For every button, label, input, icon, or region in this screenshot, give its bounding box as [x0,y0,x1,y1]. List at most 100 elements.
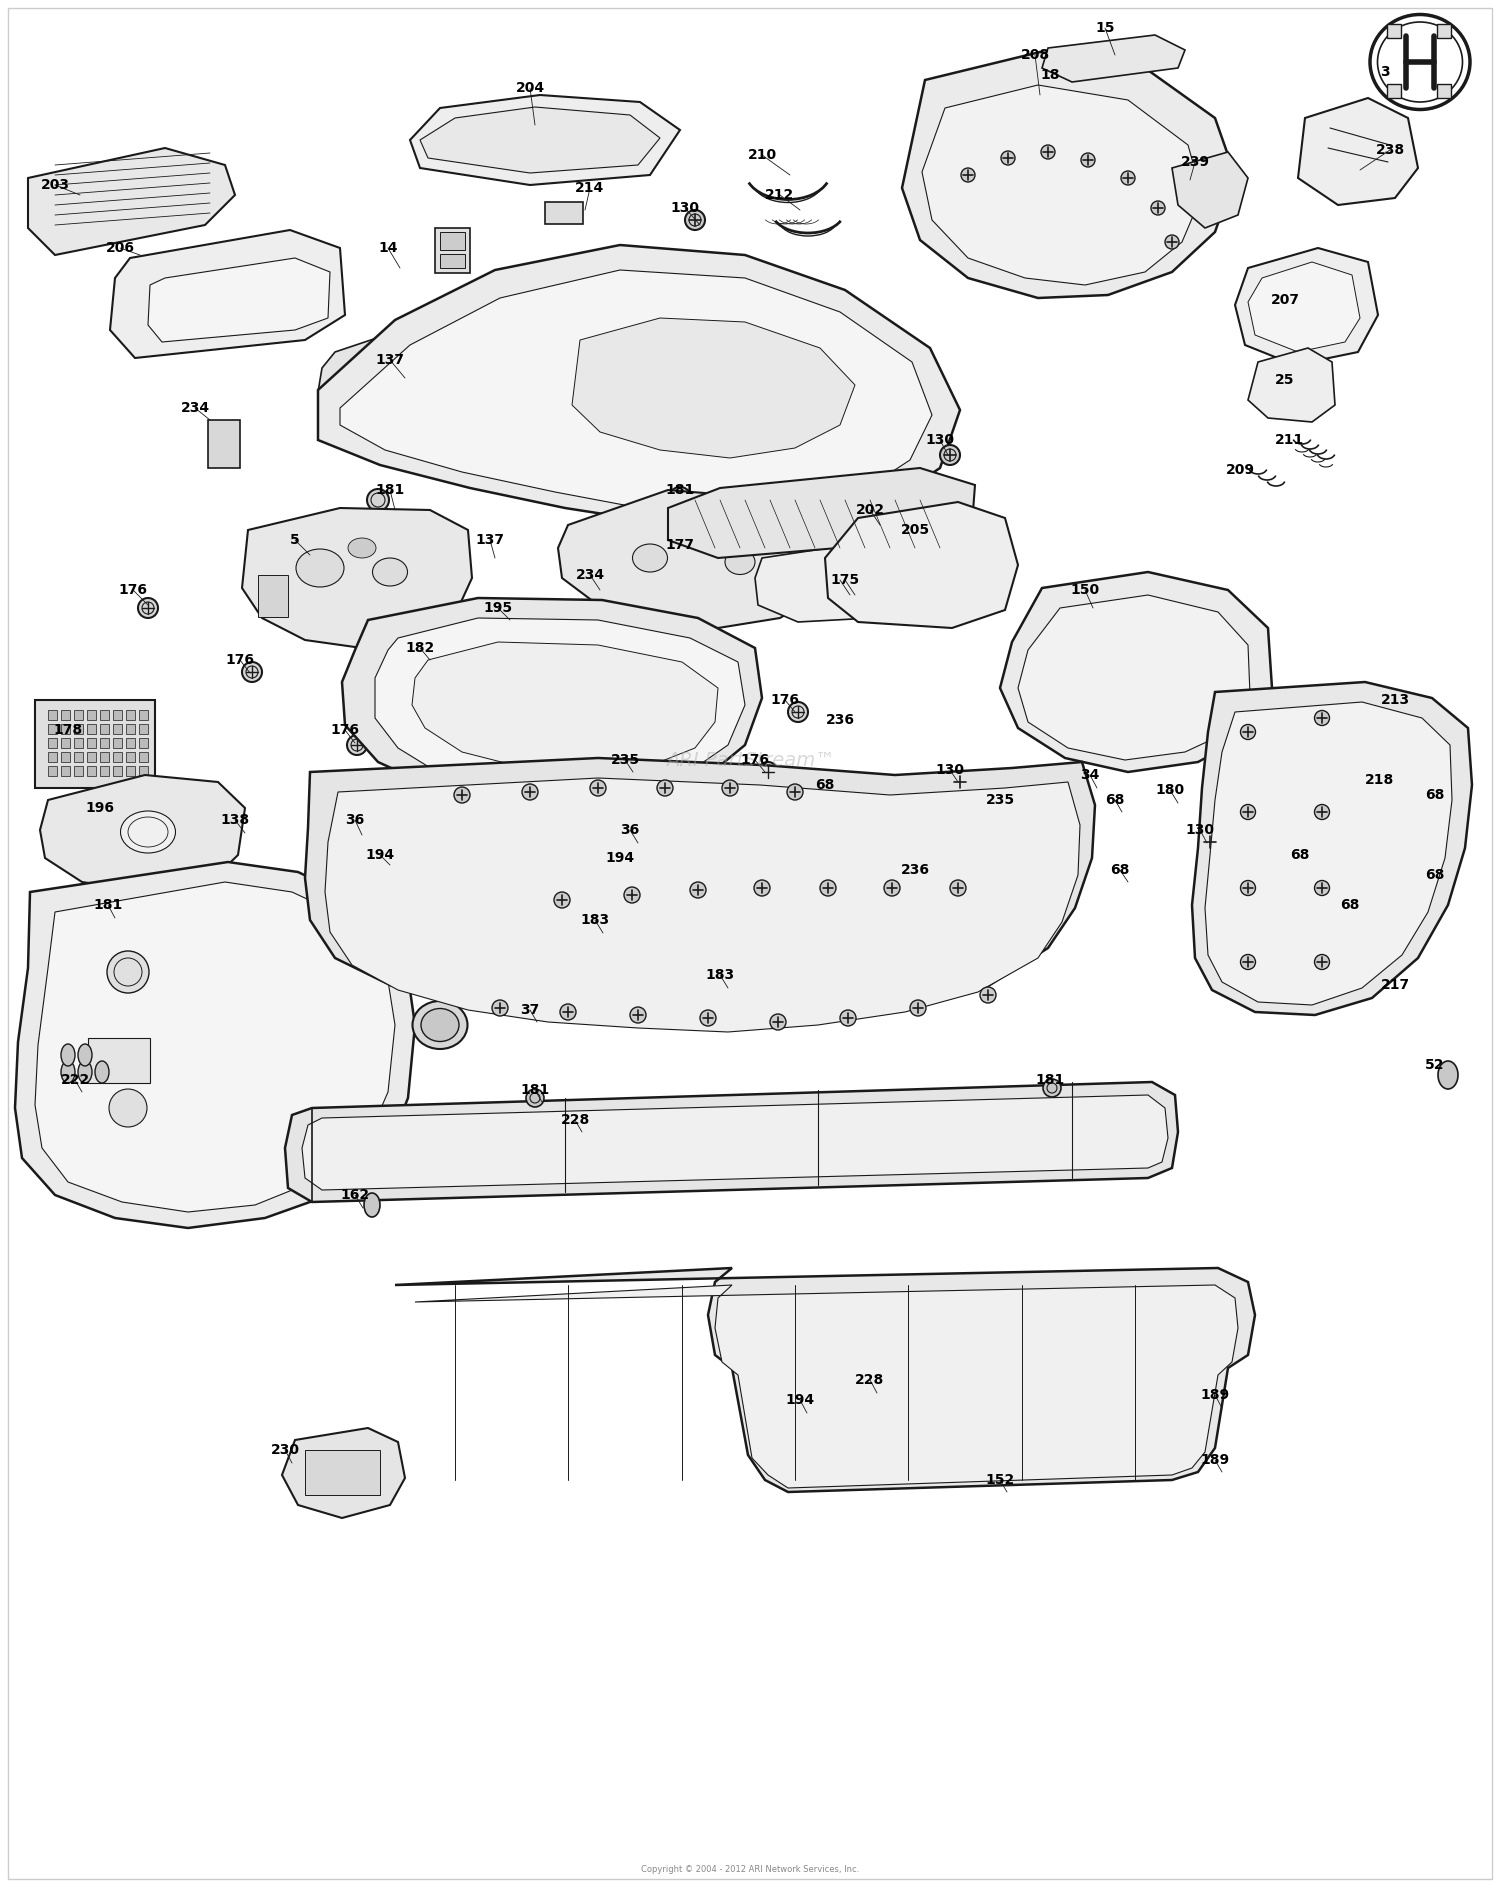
Bar [48,753,57,762]
Bar [435,228,470,274]
Polygon shape [1042,36,1185,81]
Ellipse shape [940,445,960,464]
Bar [48,710,57,721]
Bar [304,1449,380,1495]
Ellipse shape [368,489,388,511]
Polygon shape [318,245,960,530]
Ellipse shape [1314,804,1329,819]
Bar [112,738,122,747]
Polygon shape [302,1094,1168,1191]
Text: 235: 235 [986,793,1014,808]
Ellipse shape [1240,881,1256,896]
Ellipse shape [1314,881,1329,896]
Text: 176: 176 [118,583,147,596]
Text: 205: 205 [900,523,930,538]
Ellipse shape [950,772,970,793]
Polygon shape [340,270,932,515]
Polygon shape [348,845,460,955]
Text: 34: 34 [1080,768,1100,781]
Polygon shape [375,619,746,794]
Bar [544,202,584,225]
Text: 130: 130 [1185,823,1215,838]
Ellipse shape [120,811,176,853]
Bar [74,766,82,776]
Bar [112,710,122,721]
Polygon shape [394,628,498,706]
Ellipse shape [364,1193,380,1217]
Ellipse shape [422,1008,459,1042]
Text: 236: 236 [825,713,855,726]
Polygon shape [1248,262,1360,353]
Text: 209: 209 [1226,462,1254,477]
Bar [140,738,148,747]
Bar [74,753,82,762]
Ellipse shape [242,662,262,681]
Text: 208: 208 [1020,47,1050,62]
Ellipse shape [633,543,668,572]
Polygon shape [572,319,855,459]
Ellipse shape [1042,1079,1060,1096]
Text: Copyright © 2004 - 2012 ARI Network Services, Inc.: Copyright © 2004 - 2012 ARI Network Serv… [640,1866,860,1874]
Bar [440,232,465,249]
Bar [100,753,109,762]
Polygon shape [1234,247,1378,364]
Text: 36: 36 [345,813,364,827]
Bar [87,766,96,776]
Text: 195: 195 [483,600,513,615]
Polygon shape [922,85,1202,285]
Text: 211: 211 [1275,432,1305,447]
Bar [74,725,82,734]
Ellipse shape [78,1060,92,1083]
Polygon shape [242,508,472,647]
Bar [88,1038,150,1083]
Bar [258,576,288,617]
Ellipse shape [503,606,526,630]
Bar [62,766,70,776]
Text: 5: 5 [290,532,300,547]
Text: 15: 15 [1095,21,1114,36]
Bar [62,738,70,747]
Bar [209,421,240,468]
Ellipse shape [590,779,606,796]
Ellipse shape [770,1013,786,1030]
Ellipse shape [950,879,966,896]
Ellipse shape [78,1044,92,1066]
Ellipse shape [1082,153,1095,168]
Polygon shape [668,468,975,559]
Polygon shape [394,1268,1256,1493]
Ellipse shape [346,736,368,755]
Ellipse shape [910,1000,926,1015]
Bar [74,738,82,747]
Text: 212: 212 [765,189,795,202]
Polygon shape [282,1428,405,1517]
Ellipse shape [669,487,692,509]
Text: 68: 68 [1290,847,1310,862]
Ellipse shape [1240,725,1256,740]
Bar [1437,85,1450,98]
Text: 228: 228 [561,1113,590,1127]
Text: 181: 181 [93,898,123,911]
Text: 222: 222 [60,1074,90,1087]
Text: 235: 235 [610,753,639,766]
Text: 175: 175 [831,574,860,587]
Text: 176: 176 [741,753,770,766]
Polygon shape [318,306,510,408]
Ellipse shape [372,559,408,587]
Polygon shape [342,598,762,808]
Text: 202: 202 [855,504,885,517]
Ellipse shape [1370,15,1470,109]
Ellipse shape [722,779,738,796]
Ellipse shape [62,1060,75,1083]
Ellipse shape [1314,955,1329,970]
Polygon shape [15,862,416,1228]
Text: 181: 181 [375,483,405,496]
Bar [87,725,96,734]
Bar [112,725,122,734]
Polygon shape [410,94,680,185]
Text: 181: 181 [1035,1074,1065,1087]
Ellipse shape [1200,832,1219,853]
Polygon shape [1192,681,1472,1015]
Bar [74,710,82,721]
Ellipse shape [724,549,754,574]
Bar [62,753,70,762]
